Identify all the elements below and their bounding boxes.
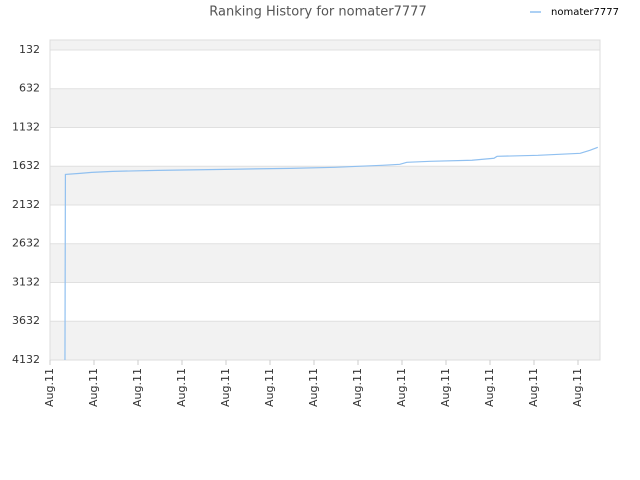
line <box>64 146 599 361</box>
grid-band <box>50 166 600 205</box>
x-tick-label: Aug.11 <box>439 368 452 407</box>
y-tick-label: 1632 <box>12 159 40 172</box>
x-tick-label: Aug.11 <box>43 368 56 407</box>
y-tick-label: 3632 <box>12 314 40 327</box>
x-tick-label: Aug.11 <box>307 368 320 407</box>
legend-label: nomater7777 <box>551 7 619 18</box>
x-tick-label: Aug.11 <box>219 368 232 407</box>
grid-band <box>50 321 600 360</box>
chart-title: Ranking History for nomater7777 <box>209 5 426 20</box>
y-tick-label: 2132 <box>12 198 40 211</box>
plot-border <box>49 39 601 361</box>
y-tick-label: 132 <box>19 43 40 56</box>
y-tick-label: 4132 <box>12 353 40 366</box>
x-tick-label: Aug.11 <box>351 368 364 407</box>
grid-band <box>50 243 600 283</box>
x-tick-label: Aug.11 <box>527 368 540 407</box>
x-tick-label: Aug.11 <box>483 368 496 407</box>
y-tick-label: 1132 <box>12 120 40 133</box>
x-tick-label: Aug.11 <box>395 368 408 407</box>
x-tick-label: Aug.11 <box>131 368 144 407</box>
y-tick-label: 2632 <box>12 237 40 250</box>
x-tick-label: Aug.11 <box>175 368 188 407</box>
y-tick-label: 632 <box>19 82 40 95</box>
grid-band <box>50 40 600 50</box>
x-tick-label: Aug.11 <box>263 368 276 407</box>
x-tick-label: Aug.11 <box>87 368 100 407</box>
grid-band <box>50 88 600 128</box>
y-tick-label: 3132 <box>12 275 40 288</box>
x-tick-label: Aug.11 <box>571 368 584 407</box>
